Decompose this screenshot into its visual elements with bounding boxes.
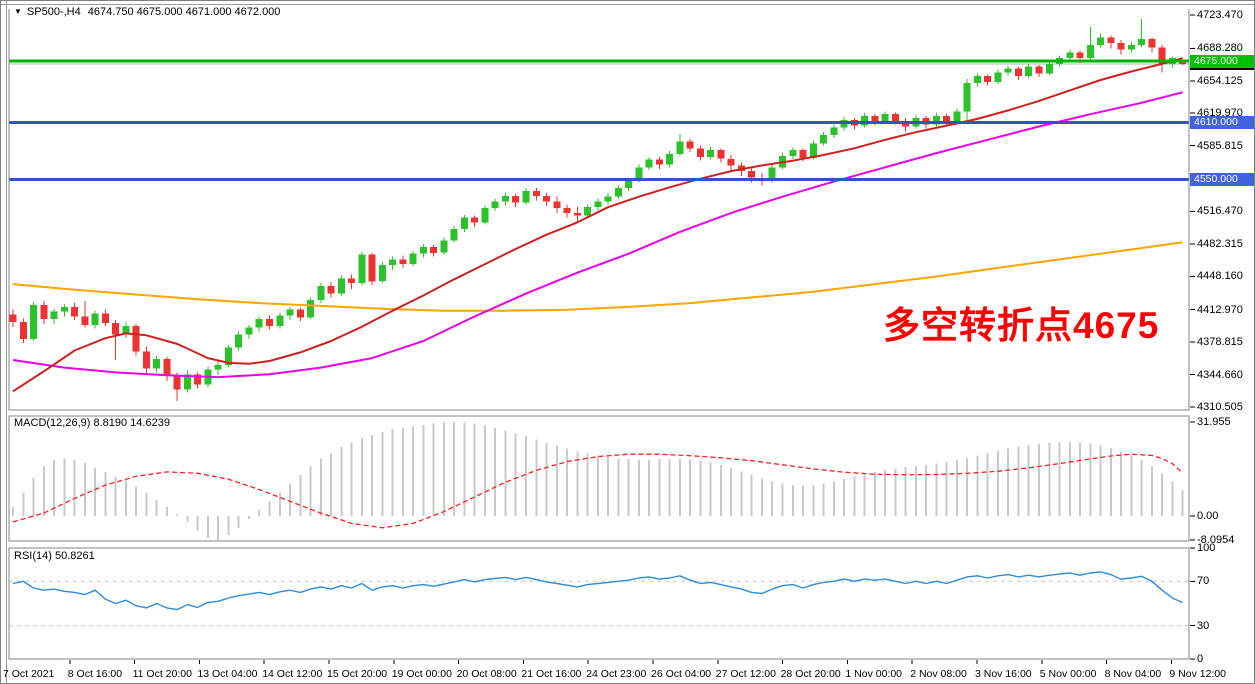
- macd-axis-label: -8.0954: [1197, 533, 1235, 546]
- symbol-dropdown-icon[interactable]: ▼: [14, 7, 22, 16]
- price-axis-label: 4310.505: [1197, 401, 1243, 413]
- time-axis-label: 24 Oct 23:00: [586, 668, 647, 680]
- price-axis-label: 4412.970: [1197, 303, 1243, 316]
- price-tag-level-4610: 4610.000: [1190, 116, 1254, 130]
- price-axis-label: 4654.125: [1197, 74, 1243, 87]
- time-axis-label: 13 Oct 04:00: [197, 668, 258, 680]
- ma-fast-line: [12, 57, 1183, 393]
- time-axis-label: 21 Oct 16:00: [521, 668, 582, 680]
- rsi-line: [12, 571, 1183, 611]
- annotation-text: 多空转折点4675: [883, 305, 1160, 346]
- rsi-axis-label: 100: [1197, 542, 1216, 554]
- chart-title: ▼ SP500-,H4 4674.750 4675.000 4671.000 467…: [14, 6, 280, 18]
- time-axis-label: 27 Oct 12:00: [715, 668, 776, 680]
- rsi-level-lines: [9, 580, 1189, 627]
- window-frame-line: [6, 1, 7, 683]
- ma-slow-line: [12, 241, 1183, 312]
- time-axis-label: 9 Nov 12:00: [1169, 668, 1227, 680]
- panel-splitter[interactable]: [1, 541, 1189, 547]
- rsi-axis-label: 70: [1197, 575, 1210, 588]
- time-axis-label: 20 Oct 08:00: [456, 668, 517, 680]
- rsi-axis-label: 0: [1197, 653, 1204, 665]
- time-axis-label: 19 Oct 00:00: [391, 668, 452, 680]
- axis-ticks: [69, 14, 1195, 664]
- macd-axis-label: 0.00: [1197, 510, 1219, 522]
- time-axis[interactable]: 7 Oct 2021 8 Oct 16:00 11 Oct 20:00 13 Oct …: [1, 659, 1254, 683]
- time-axis-label: 28 Oct 20:00: [780, 668, 841, 680]
- macd-indicator-label: MACD(12,26,9) 8.8190 14.6239: [14, 417, 170, 429]
- price-tag-level-4550: 4550.000: [1190, 173, 1254, 187]
- price-axis-label: 4344.660: [1197, 368, 1243, 381]
- rsi-indicator-label: RSI(14) 50.8261: [14, 550, 95, 562]
- time-axis-label: 1 Nov 00:00: [845, 668, 903, 680]
- price-axis-label: 4516.470: [1197, 205, 1243, 218]
- price-axis-label: 4723.470: [1197, 9, 1243, 21]
- time-axis-label: 8 Oct 16:00: [67, 668, 123, 680]
- horizontal-level-lines[interactable]: [9, 59, 1189, 182]
- time-axis-label: 14 Oct 12:00: [262, 668, 323, 680]
- panel-borders: [8, 9, 1190, 660]
- time-axis-label: 5 Nov 00:00: [1039, 668, 1097, 680]
- price-axis-label: 4482.315: [1197, 237, 1243, 250]
- price-axis[interactable]: 4723.470 4688.280 4654.125 4619.970 4585.815…: [1189, 1, 1254, 665]
- price-axis-label: 4585.815: [1197, 139, 1243, 152]
- ohlc-values: 4674.750 4675.000 4671.000 4672.000: [87, 6, 281, 18]
- time-axis-label: 2 Nov 08:00: [910, 668, 967, 680]
- price-axis-label: 4448.160: [1197, 270, 1243, 283]
- time-axis-label: 3 Nov 16:00: [975, 668, 1032, 680]
- rsi-axis-label: 30: [1197, 619, 1210, 632]
- price-axis-label: 4688.280: [1197, 42, 1243, 55]
- time-axis-label: 15 Oct 20:00: [327, 668, 388, 680]
- panel-splitter[interactable]: [1, 410, 1189, 416]
- time-axis-label: 8 Nov 04:00: [1104, 668, 1162, 680]
- price-tag-level-4675: 4675.000: [1190, 54, 1254, 68]
- window-frame-line: [1, 4, 1254, 5]
- candles-layer: [9, 19, 1187, 401]
- time-axis-label: 26 Oct 04:00: [651, 668, 712, 680]
- time-axis-label: 7 Oct 2021: [3, 668, 55, 680]
- ma-mid-line: [12, 91, 1183, 379]
- macd-histogram: [12, 422, 1184, 540]
- time-axis-label: 11 Oct 20:00: [132, 668, 192, 680]
- price-axis-label: 4378.815: [1197, 336, 1243, 349]
- symbol-timeframe-label: SP500-,H4: [26, 6, 81, 18]
- macd-axis-label: 31.955: [1197, 416, 1231, 428]
- macd-signal-line: [12, 453, 1184, 529]
